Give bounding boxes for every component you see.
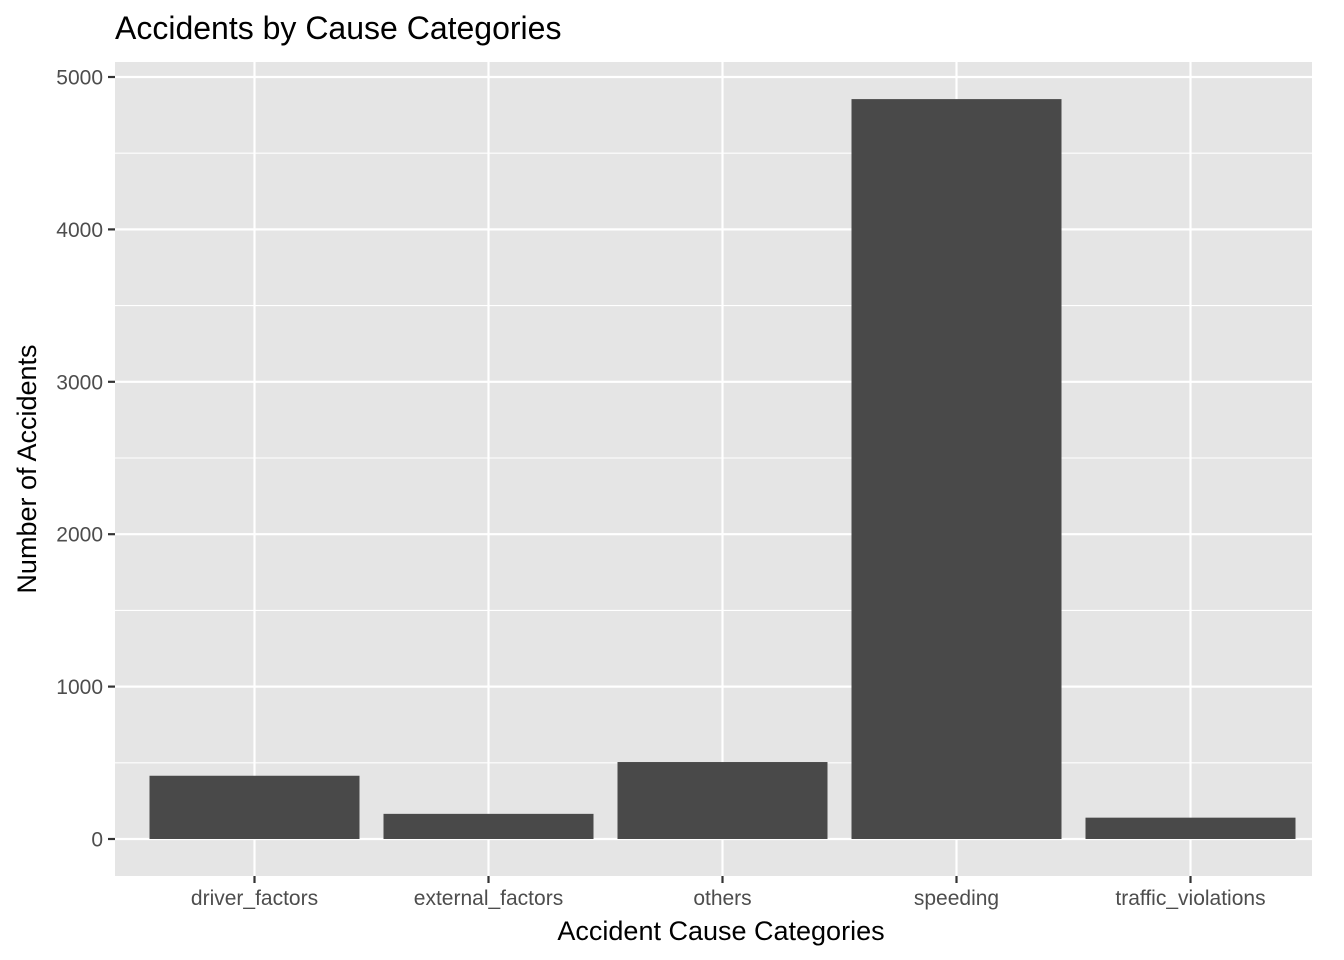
y-tick-label: 0	[91, 829, 103, 852]
x-tick-label: external_factors	[414, 887, 563, 910]
y-axis: 0 1000 2000 3000 4000 5000	[56, 67, 115, 852]
x-axis-title: Accident Cause Categories	[557, 916, 884, 946]
bars	[149, 99, 1296, 839]
y-axis-title: Number of Accidents	[12, 344, 42, 593]
y-tick-label: 3000	[56, 371, 103, 394]
bar-traffic-violations	[1085, 817, 1296, 839]
y-tick-label: 4000	[56, 219, 103, 242]
bar-speeding	[851, 99, 1062, 839]
plot-panel	[115, 62, 1312, 876]
y-tick-label: 1000	[56, 676, 103, 699]
chart-title: Accidents by Cause Categories	[115, 10, 561, 46]
bar-external-factors	[383, 813, 594, 839]
bar-others	[617, 762, 828, 839]
y-tick-label: 2000	[56, 524, 103, 547]
x-tick-label: driver_factors	[191, 887, 318, 910]
minor-gridlines	[115, 152, 1312, 764]
x-axis: driver_factors external_factors others spee…	[191, 876, 1266, 910]
x-tick-label: others	[693, 887, 751, 910]
bar-driver-factors	[149, 775, 360, 839]
x-tick-label: speeding	[914, 887, 999, 910]
y-tick-label: 5000	[56, 67, 103, 90]
x-tick-label: traffic_violations	[1115, 887, 1265, 910]
